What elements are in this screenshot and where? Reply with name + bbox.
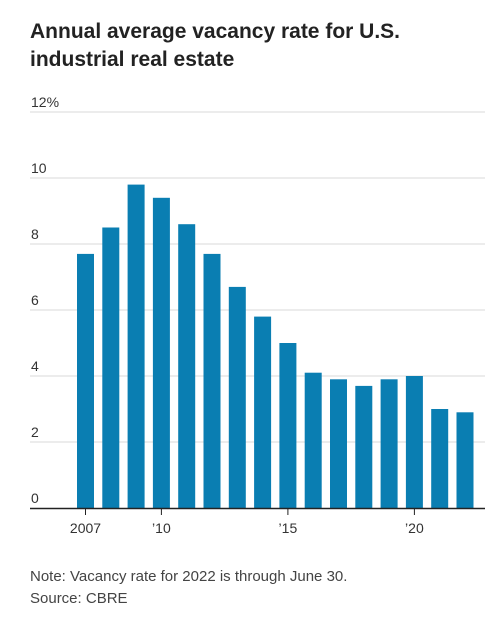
x-tick-label: ’20 <box>405 520 424 536</box>
chart-title: Annual average vacancy rate for U.S. ind… <box>30 20 400 71</box>
bar-2014 <box>254 316 272 508</box>
x-tick-label: ’15 <box>279 520 298 536</box>
y-tick-label: 12% <box>31 94 59 110</box>
bar-2018 <box>355 385 373 508</box>
bar-2009 <box>127 184 145 508</box>
y-tick-label: 4 <box>31 358 39 374</box>
footnote: Note: Vacancy rate for 2022 is through J… <box>30 566 480 610</box>
bar-2010 <box>152 197 170 509</box>
source-text: Source: CBRE <box>30 590 128 607</box>
y-axis-labels: 12% 10 8 6 4 2 0 <box>31 94 59 506</box>
bar-2020 <box>405 376 423 508</box>
bar-2017 <box>330 379 347 508</box>
bar-2012 <box>203 253 221 508</box>
bar-2008 <box>102 227 120 508</box>
note-text: Note: Vacancy rate for 2022 is through J… <box>30 568 348 585</box>
bar-2011 <box>178 224 196 508</box>
bars <box>77 184 474 509</box>
bar-2007 <box>77 253 94 508</box>
y-tick-label: 6 <box>31 292 39 308</box>
y-tick-label: 10 <box>31 160 47 176</box>
bar-2019 <box>380 379 398 508</box>
x-tick-label: ’10 <box>152 520 171 536</box>
x-tick-label: 2007 <box>70 520 101 536</box>
y-tick-label: 8 <box>31 226 39 242</box>
x-axis-ticks: 2007 ’10 ’15 ’20 <box>70 508 424 536</box>
bar-2013 <box>228 286 246 508</box>
bar-2021 <box>431 409 449 508</box>
y-tick-label: 0 <box>31 490 39 506</box>
bar-2016 <box>304 372 322 508</box>
bar-2015 <box>279 343 297 508</box>
y-tick-label: 2 <box>31 424 39 440</box>
bar-2022 <box>456 412 474 508</box>
